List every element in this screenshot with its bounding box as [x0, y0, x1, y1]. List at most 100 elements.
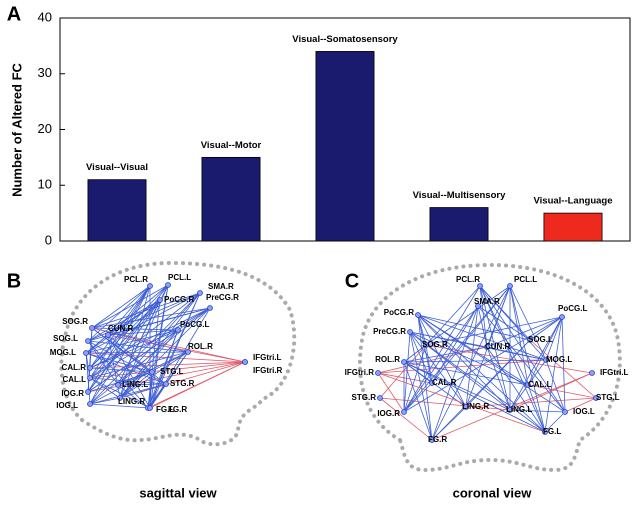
node: [507, 283, 513, 289]
connection: [89, 397, 121, 405]
connection: [409, 331, 546, 433]
connection: [403, 361, 467, 408]
connection: [149, 361, 246, 409]
node-label: CUN.R: [108, 324, 134, 333]
category-label: Visual--Visual: [86, 162, 148, 173]
y-tick-label: 0: [45, 232, 52, 247]
node: [175, 327, 181, 333]
panel-label: B: [7, 270, 21, 292]
node: [401, 409, 407, 415]
node-label: LING.L: [506, 405, 532, 414]
bar: [543, 212, 603, 242]
category-label: Visual--Multisensory: [413, 190, 506, 201]
connection: [479, 285, 546, 433]
node: [429, 437, 435, 443]
node-label: CAL.R: [62, 363, 87, 372]
node-label: PreCG.R: [206, 293, 239, 302]
node-label: IFGtri.L: [253, 353, 282, 362]
connection: [479, 285, 511, 411]
connection: [89, 351, 189, 405]
category-label: Visual--Motor: [201, 140, 262, 151]
connection: [561, 316, 566, 413]
connection: [403, 382, 433, 413]
connection: [431, 372, 593, 441]
connection: [85, 352, 153, 373]
connection: [149, 329, 179, 409]
y-tick-label: 20: [38, 121, 52, 136]
connection: [545, 359, 566, 413]
node-label: FG.R: [168, 405, 187, 414]
connection: [403, 305, 479, 413]
node-label: FG.R: [428, 435, 447, 444]
connection: [85, 292, 201, 354]
connection: [119, 371, 153, 399]
node-label: PoCG.L: [180, 320, 209, 329]
connection: [529, 316, 563, 341]
node: [375, 370, 381, 376]
connection: [417, 314, 546, 433]
bar: [201, 156, 261, 242]
node-label: SOG.L: [53, 334, 78, 343]
view-caption: coronal view: [453, 485, 533, 500]
connection: [85, 334, 109, 354]
panel-label: C: [345, 270, 359, 292]
node: [87, 401, 93, 407]
node: [147, 283, 153, 289]
bar: [87, 179, 147, 242]
node-label: IFGtri.R: [345, 368, 375, 377]
connection: [107, 285, 151, 336]
connection: [377, 359, 547, 374]
node: [85, 338, 91, 344]
connection: [403, 285, 481, 413]
node: [477, 283, 483, 289]
connection: [89, 299, 161, 405]
node: [525, 382, 531, 388]
connection: [87, 340, 149, 409]
y-tick-label: 30: [38, 65, 52, 80]
node: [89, 325, 95, 331]
connection: [149, 383, 167, 409]
node: [85, 389, 91, 395]
connection: [85, 351, 189, 354]
connection: [425, 344, 433, 384]
connection: [91, 285, 151, 329]
connection: [149, 292, 201, 409]
connection: [509, 285, 529, 386]
connection: [377, 372, 405, 413]
node: [475, 303, 481, 309]
connection: [377, 372, 546, 433]
node-label: CUN.R: [485, 342, 511, 351]
node-label: SMA.R: [208, 282, 234, 291]
connection: [87, 285, 151, 342]
connection: [87, 371, 153, 393]
node: [197, 290, 203, 296]
node-label: CAL.R: [432, 378, 457, 387]
node: [117, 395, 123, 401]
connection: [403, 331, 411, 413]
node-label: MOG.L: [50, 348, 76, 357]
connection: [119, 292, 201, 399]
node-label: PCL.L: [514, 275, 537, 284]
node-label: STG.L: [596, 393, 620, 402]
connection: [89, 299, 161, 379]
connection: [87, 285, 151, 393]
node: [149, 369, 155, 375]
connection: [89, 285, 151, 379]
node: [242, 359, 248, 365]
connection: [509, 285, 547, 361]
node: [105, 332, 111, 338]
node: [589, 370, 595, 376]
node-label: IOG.L: [56, 401, 78, 410]
connection: [89, 377, 121, 399]
node: [429, 380, 435, 386]
view-caption: sagittal view: [139, 485, 217, 500]
connection: [479, 285, 488, 348]
connection: [377, 372, 433, 384]
node: [163, 381, 169, 387]
category-label: Visual--Language: [533, 196, 612, 207]
connection: [403, 344, 427, 413]
node-label: LING.R: [462, 402, 489, 411]
connection: [409, 331, 529, 386]
node-label: PCL.L: [168, 273, 191, 282]
